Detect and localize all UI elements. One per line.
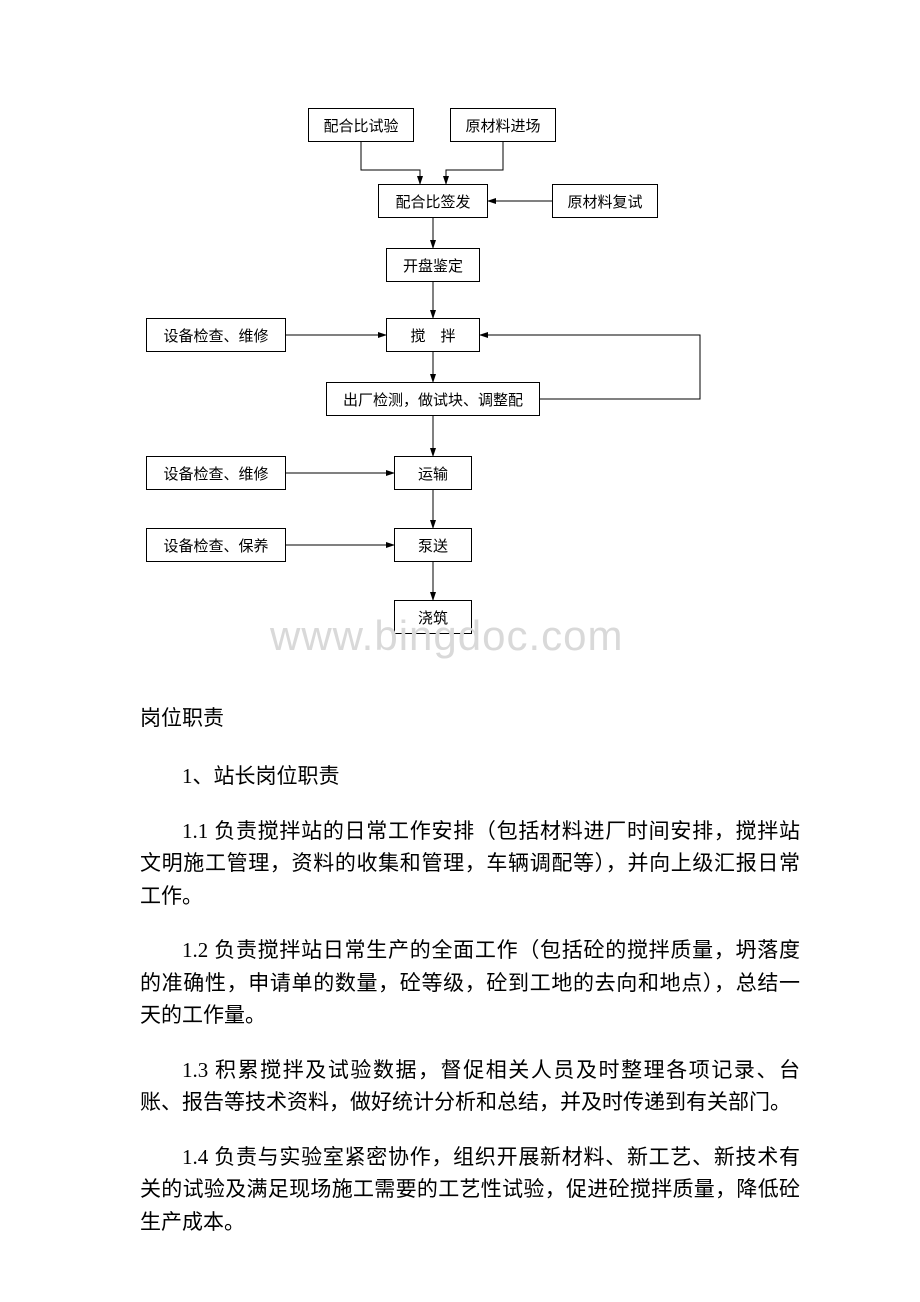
flowchart-node: 设备检查、维修 [146, 456, 286, 490]
paragraph: 1.1 负责搅拌站的日常工作安排（包括材料进厂时间安排，搅拌站文明施工管理，资料… [140, 815, 800, 913]
flowchart-node: 运输 [394, 456, 472, 490]
flowchart-node: 原材料进场 [450, 108, 556, 142]
flowchart-node: 出厂检测，做试块、调整配 [326, 382, 540, 416]
flowchart-node: 泵送 [394, 528, 472, 562]
paragraph: 1.3 积累搅拌及试验数据，督促相关人员及时整理各项记录、台账、报告等技术资料，… [140, 1054, 800, 1119]
flowchart-node: 开盘鉴定 [386, 248, 480, 282]
flowchart-node: 配合比试验 [308, 108, 414, 142]
flowchart-container: 配合比试验 原材料进场配合比签发 原材料复试开盘鉴定设备检查、维修 搅 拌出厂检测，做… [0, 0, 920, 620]
paragraph: 1.4 负责与实验室紧密协作，组织开展新材料、新工艺、新技术有关的试验及满足现场… [140, 1141, 800, 1239]
section-subheading: 1、站长岗位职责 [140, 760, 800, 793]
section-heading: 岗位职责 [140, 702, 800, 732]
flowchart-node: 设备检查、保养 [146, 528, 286, 562]
paragraph: 1.2 负责搅拌站日常生产的全面工作（包括砼的搅拌质量，坍落度的准确性，申请单的… [140, 934, 800, 1032]
flowchart-node: 原材料复试 [552, 184, 658, 218]
document-body: 岗位职责 1、站长岗位职责 1.1 负责搅拌站的日常工作安排（包括材料进厂时间安… [0, 702, 920, 1239]
flowchart-node: 配合比签发 [378, 184, 488, 218]
flowchart-node: 设备检查、维修 [146, 318, 286, 352]
flowchart-node: 浇筑 [394, 600, 472, 634]
flowchart-node: 搅 拌 [386, 318, 480, 352]
